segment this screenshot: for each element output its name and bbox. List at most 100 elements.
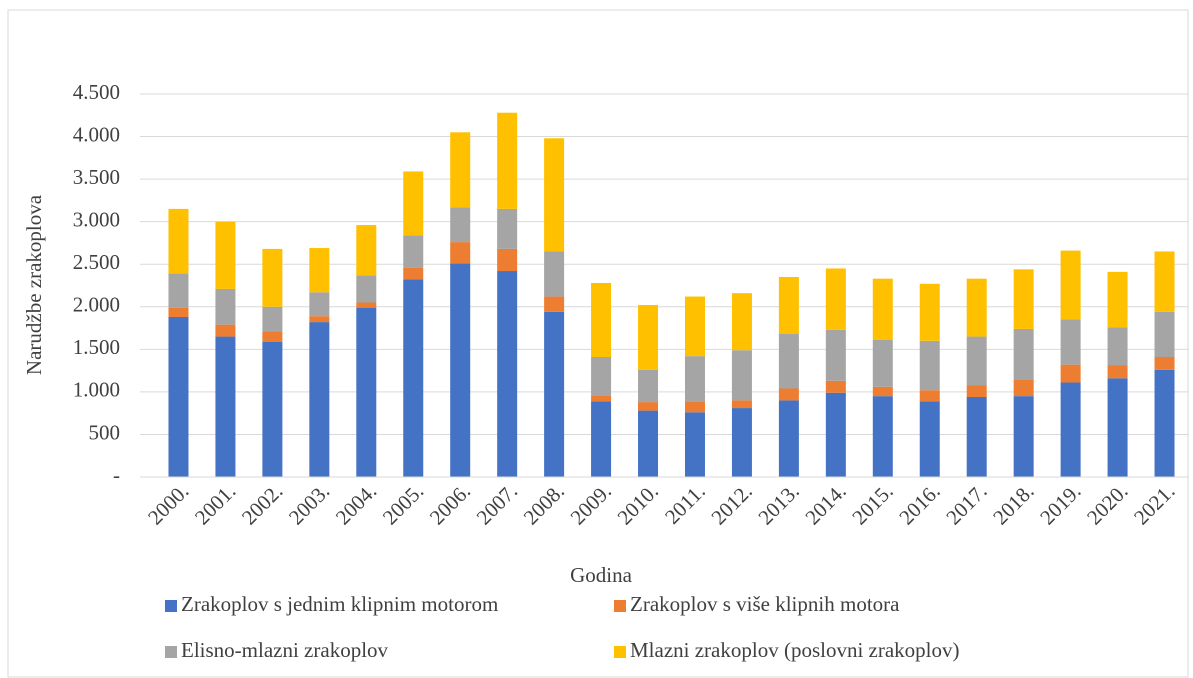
bar-segment — [403, 235, 424, 268]
bar-segment — [1107, 365, 1128, 379]
bar-segment — [262, 306, 283, 332]
legend-label: Zrakoplov s više klipnih motora — [630, 592, 900, 616]
bar-segment — [591, 282, 612, 357]
bar-segment — [591, 356, 612, 396]
y-axis-title: Narudžbe zrakoplova — [22, 194, 46, 375]
bar-segment — [966, 278, 987, 337]
bar-segment — [825, 329, 846, 381]
bar-segment — [778, 276, 799, 335]
bar-segment — [262, 331, 283, 342]
bar-segment — [919, 340, 940, 391]
legend-label: Elisno-mlazni zrakoplov — [181, 638, 389, 662]
bar-segment — [1154, 369, 1175, 477]
bar-segment — [403, 267, 424, 280]
bar-segment — [262, 341, 283, 477]
bar-segment — [825, 380, 846, 393]
x-tick-label: 2002. — [237, 479, 287, 529]
bar-segment — [1154, 356, 1175, 370]
bar-segment — [684, 356, 705, 402]
x-tick-label: 2013. — [753, 479, 803, 529]
y-tick-label: 1.000 — [73, 378, 120, 402]
bar-segment — [778, 334, 799, 389]
bar-segment — [778, 388, 799, 401]
bar-segment — [544, 251, 565, 297]
bar-segment — [731, 408, 752, 477]
bar-segment — [919, 283, 940, 341]
legend-swatch — [614, 600, 626, 612]
bar-segment — [309, 292, 330, 317]
bar-segment — [168, 273, 189, 308]
bar-segment — [262, 248, 283, 307]
bar-segment — [919, 390, 940, 402]
bar-segment — [825, 268, 846, 330]
x-tick-label: 2011. — [660, 479, 710, 529]
y-tick-label: 500 — [89, 420, 121, 444]
bar-segment — [684, 412, 705, 477]
x-tick-label: 2010. — [613, 479, 663, 529]
x-tick-label: 2014. — [800, 479, 850, 529]
bar-segment — [356, 275, 377, 303]
bar-segment — [1060, 364, 1081, 383]
y-tick-label: 1.500 — [73, 335, 120, 359]
x-tick-label: 2020. — [1082, 479, 1132, 529]
y-tick-label: 2.500 — [73, 250, 120, 274]
bar-segment — [1013, 379, 1034, 397]
bar-segment — [544, 138, 565, 252]
bar-segment — [1060, 319, 1081, 365]
x-tick-label: 2009. — [566, 479, 616, 529]
x-tick-label: 2000. — [143, 479, 193, 529]
bar-segment — [872, 396, 893, 477]
bar-segment — [684, 401, 705, 413]
y-tick-label: 2.000 — [73, 293, 120, 317]
bar-segment — [450, 263, 471, 477]
bar-segment — [731, 293, 752, 351]
bar-segment — [1060, 250, 1081, 320]
x-tick-label: 2012. — [706, 479, 756, 529]
bar-segment — [497, 112, 518, 209]
bar-segment — [591, 401, 612, 477]
y-tick-label: 4.500 — [73, 80, 120, 104]
legend-swatch — [165, 646, 177, 658]
bar-segment — [356, 302, 377, 308]
y-tick-label: 3.500 — [73, 165, 120, 189]
y-tick-label: 3.000 — [73, 207, 120, 231]
bar-segment — [309, 316, 330, 323]
bar-segment — [168, 307, 189, 317]
y-tick-label: - — [113, 463, 120, 487]
chart-border — [7, 9, 1189, 678]
bar-segment — [1013, 396, 1034, 477]
bar-segment — [1107, 327, 1128, 366]
legend-label: Zrakoplov s jednim klipnim motorom — [181, 592, 498, 616]
y-tick-label: 4.000 — [73, 122, 120, 146]
legend-label: Mlazni zrakoplov (poslovni zrakoplov) — [630, 638, 960, 662]
x-tick-label: 2003. — [284, 479, 334, 529]
x-tick-label: 2005. — [378, 479, 428, 529]
bar-segment — [1107, 271, 1128, 328]
bar-segment — [544, 296, 565, 312]
bar-segment — [872, 278, 893, 340]
bar-segment — [309, 322, 330, 477]
bar-segment — [1013, 328, 1034, 380]
x-tick-label: 2019. — [1035, 479, 1085, 529]
bar-segment — [309, 248, 330, 293]
bar-segment — [544, 311, 565, 477]
bar-segment — [168, 208, 189, 274]
bar-segment — [497, 248, 518, 272]
bar-segment — [825, 392, 846, 477]
bar-segment — [919, 401, 940, 477]
bar-segment — [731, 400, 752, 409]
x-tick-label: 2021. — [1129, 479, 1179, 529]
bar-segment — [638, 305, 659, 370]
x-tick-label: 2016. — [894, 479, 944, 529]
bar-segment — [450, 132, 471, 208]
bar-segment — [591, 395, 612, 402]
bar-segment — [168, 316, 189, 477]
bar-segment — [638, 402, 659, 411]
bar-segment — [215, 336, 236, 477]
bar-segment — [872, 386, 893, 397]
legend-swatch — [614, 646, 626, 658]
x-tick-label: 2015. — [847, 479, 897, 529]
bar-segment — [450, 207, 471, 243]
x-tick-label: 2004. — [331, 479, 381, 529]
